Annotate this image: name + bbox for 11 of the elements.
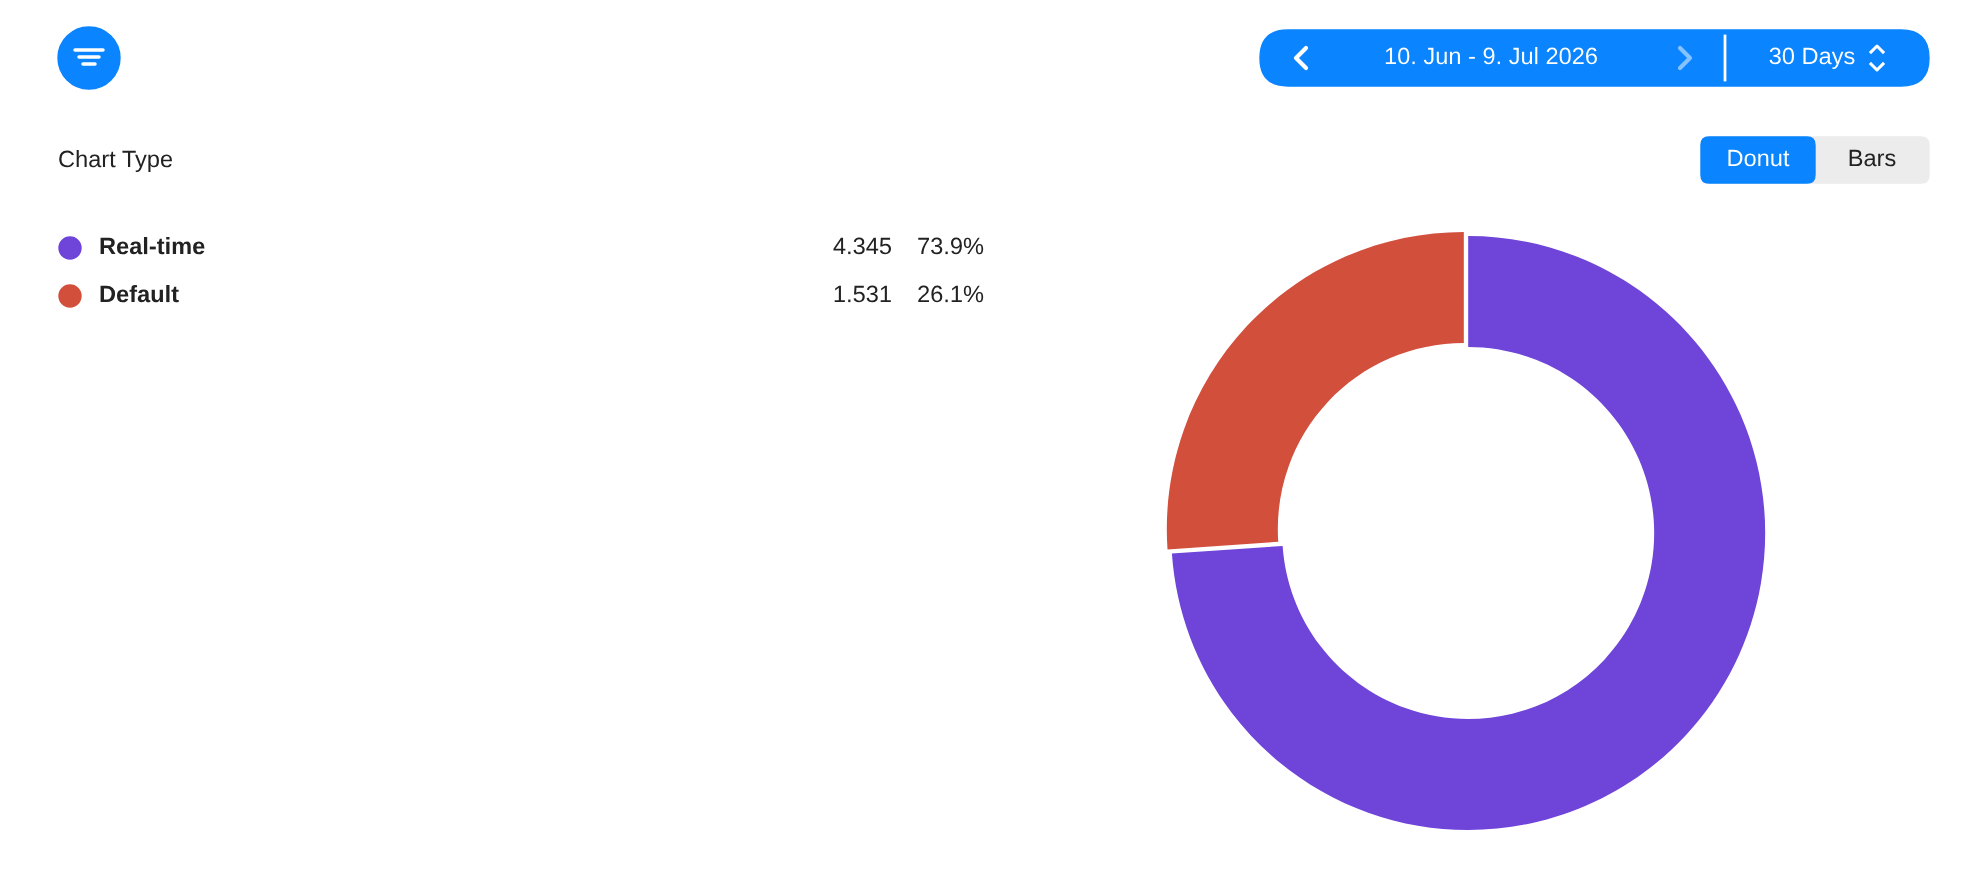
text: 30 Days [1769,47,1855,69]
text: 1.531 [834,285,891,303]
text: Bars [1849,149,1896,167]
data-label: 73.9% [918,237,984,255]
data-label: 26.1% [918,285,984,303]
text: 4.345 [833,237,892,255]
text: Chart Type [59,150,173,173]
legend-label: Default [100,285,179,303]
text: Donut [1728,149,1790,167]
legend-label: Real-time [100,237,205,255]
text: 10. Jun - 9. Jul 2026 [1385,47,1597,65]
